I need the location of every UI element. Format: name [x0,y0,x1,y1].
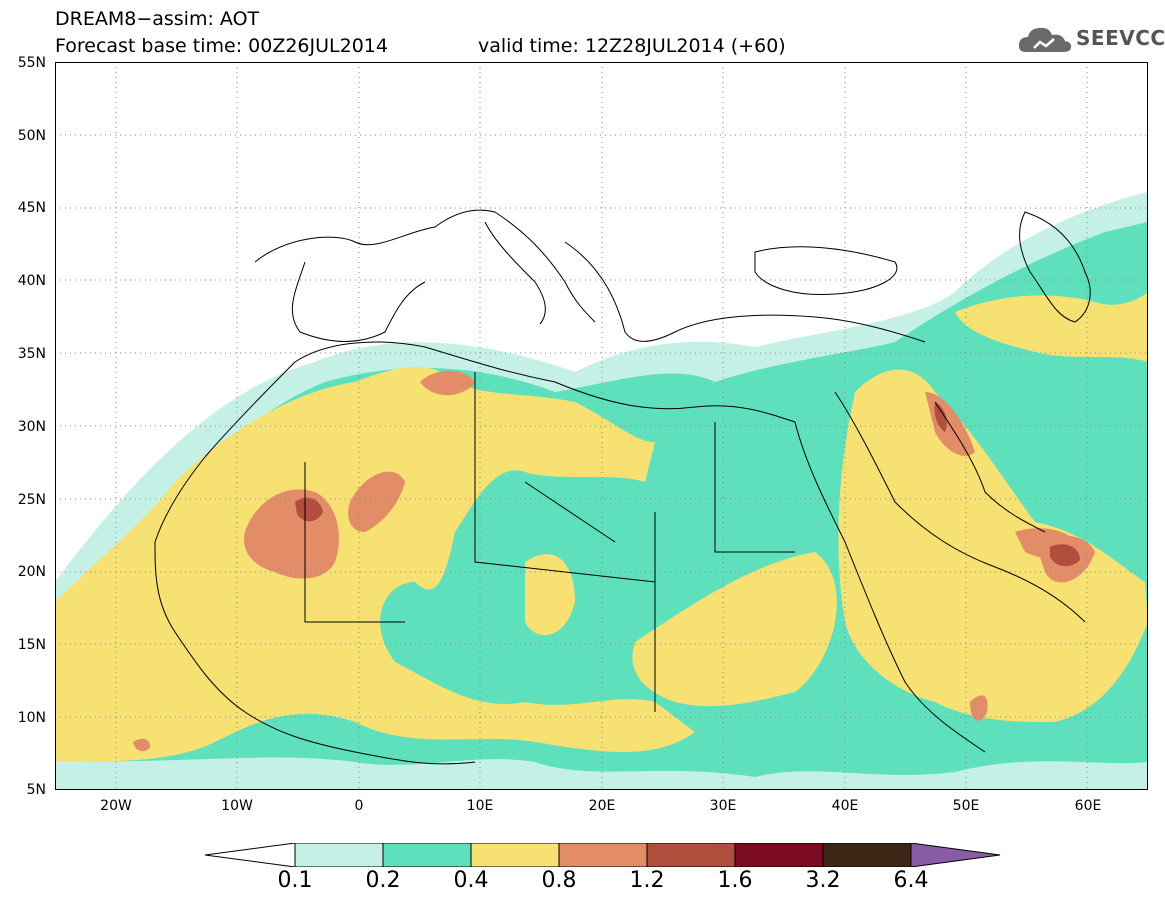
aot-map [55,62,1148,790]
lat-label-40n: 40N [17,273,46,289]
seevccc-logo: SEEVCCC [1018,22,1165,58]
map-title: DREAM8−assim: AOT [55,8,260,30]
map-frame [55,62,1148,790]
forecast-base-time: Forecast base time: 00Z26JUL2014 [55,35,388,57]
lat-label-10n: 10N [17,710,46,726]
coastlines [154,209,1091,765]
lat-label-30n: 30N [17,419,46,435]
lon-label-20w: 20W [100,798,132,814]
colorbar-bin-5 [646,843,736,867]
colorbar-label-0.8: 0.8 [541,868,577,893]
aot-colorbar [205,843,1001,867]
valid-time: valid time: 12Z28JUL2014 (+60) [478,35,786,57]
lat-label-45n: 45N [17,200,46,216]
lon-label-40e: 40E [831,798,859,814]
lon-label-50e: 50E [952,798,980,814]
colorbar-bin-1 [294,843,384,867]
colorbar-bin-3 [470,843,560,867]
colorbar-bin-6 [734,843,824,867]
colorbar-label-0.2: 0.2 [365,868,401,893]
colorbar-label-0.4: 0.4 [453,868,489,893]
lat-label-25n: 25N [17,492,46,508]
colorbar-below-triangle [205,843,296,867]
lon-label-60e: 60E [1074,798,1102,814]
colorbar-label-1.2: 1.2 [629,868,665,893]
colorbar-label-3.2: 3.2 [805,868,841,893]
logo-text: SEEVCCC [1076,26,1165,50]
lon-label-20e: 20E [588,798,616,814]
colorbar-bin-7 [822,843,912,867]
lat-label-55n: 55N [17,55,46,71]
colorbar-label-1.6: 1.6 [717,868,753,893]
lon-label-10w: 10W [221,798,253,814]
colorbar-label-0.1: 0.1 [277,868,313,893]
colorbar-bin-4 [558,843,648,867]
lat-label-20n: 20N [17,564,46,580]
lat-label-35n: 35N [17,346,46,362]
lat-label-5n: 5N [26,782,46,798]
colorbar-bin-2 [382,843,472,867]
colorbar-label-6.4: 6.4 [893,868,929,893]
graticule [55,62,1148,790]
lon-label-30e: 30E [709,798,737,814]
lat-label-15n: 15N [17,637,46,653]
colorbar-above-triangle [910,843,1001,867]
cloud-icon [1018,27,1072,52]
lon-label-10e: 10E [466,798,494,814]
aot-field [55,192,1148,790]
lon-label-0: 0 [354,798,364,814]
lat-label-50n: 50N [17,128,46,144]
